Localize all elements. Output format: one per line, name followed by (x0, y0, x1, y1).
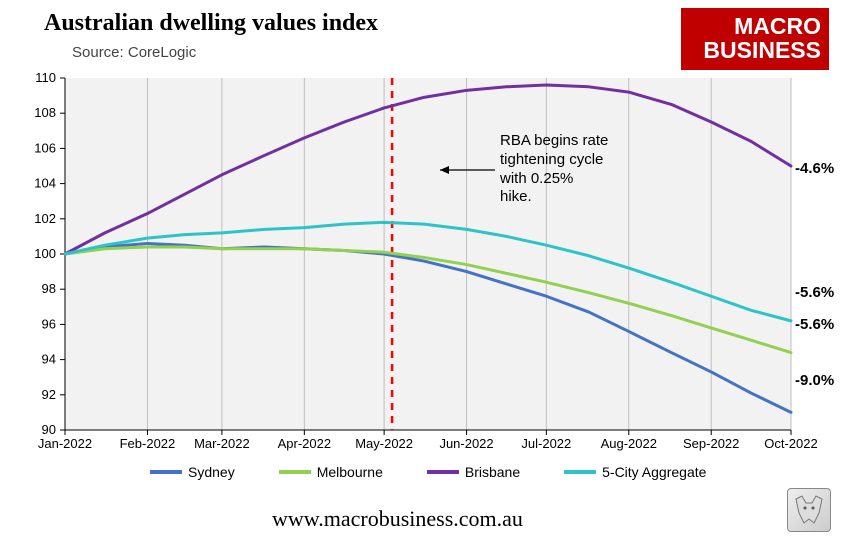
svg-text:Aug-2022: Aug-2022 (601, 436, 657, 451)
svg-text:104: 104 (34, 176, 56, 191)
svg-text:Mar-2022: Mar-2022 (194, 436, 250, 451)
legend-swatch (150, 470, 182, 474)
series-end-label: -5.6% (795, 316, 834, 333)
svg-text:Sep-2022: Sep-2022 (683, 436, 739, 451)
svg-text:90: 90 (42, 422, 56, 437)
chart-frame: Australian dwelling values index Source:… (0, 0, 845, 542)
svg-text:98: 98 (42, 281, 56, 296)
svg-text:92: 92 (42, 387, 56, 402)
svg-text:94: 94 (42, 352, 56, 367)
line-chart-svg: Jan-2022 Feb-2022 Mar-2022 Apr-2022 May-2022… (0, 0, 845, 500)
legend-swatch (279, 470, 311, 474)
legend-label: Melbourne (317, 464, 383, 480)
svg-text:May-2022: May-2022 (355, 436, 413, 451)
svg-text:100: 100 (34, 246, 56, 261)
source-url: www.macrobusiness.com.au (272, 506, 523, 532)
legend-swatch (564, 470, 596, 474)
svg-text:106: 106 (34, 140, 56, 155)
series-end-label: -9.0% (795, 372, 834, 389)
rba-annotation: RBA begins ratetightening cyclewith 0.25… (500, 132, 608, 207)
svg-text:Oct-2022: Oct-2022 (764, 436, 817, 451)
svg-text:102: 102 (34, 211, 56, 226)
legend-label: Sydney (188, 464, 235, 480)
legend-swatch (427, 470, 459, 474)
svg-text:108: 108 (34, 105, 56, 120)
svg-text:Jun-2022: Jun-2022 (439, 436, 493, 451)
wolf-badge-icon (787, 488, 831, 532)
svg-text:Jul-2022: Jul-2022 (521, 436, 571, 451)
legend-label: 5-City Aggregate (602, 464, 706, 480)
legend-item: Brisbane (427, 464, 520, 480)
svg-text:Apr-2022: Apr-2022 (278, 436, 331, 451)
legend: Sydney Melbourne Brisbane 5-City Aggregate (150, 464, 706, 480)
legend-label: Brisbane (465, 464, 520, 480)
legend-item: Sydney (150, 464, 235, 480)
series-end-label: -5.6% (795, 284, 834, 301)
svg-text:Jan-2022: Jan-2022 (38, 436, 92, 451)
svg-text:110: 110 (35, 70, 56, 85)
legend-item: Melbourne (279, 464, 383, 480)
series-end-label: -4.6% (795, 160, 834, 177)
legend-item: 5-City Aggregate (564, 464, 706, 480)
svg-text:Feb-2022: Feb-2022 (120, 436, 176, 451)
svg-text:96: 96 (42, 316, 56, 331)
